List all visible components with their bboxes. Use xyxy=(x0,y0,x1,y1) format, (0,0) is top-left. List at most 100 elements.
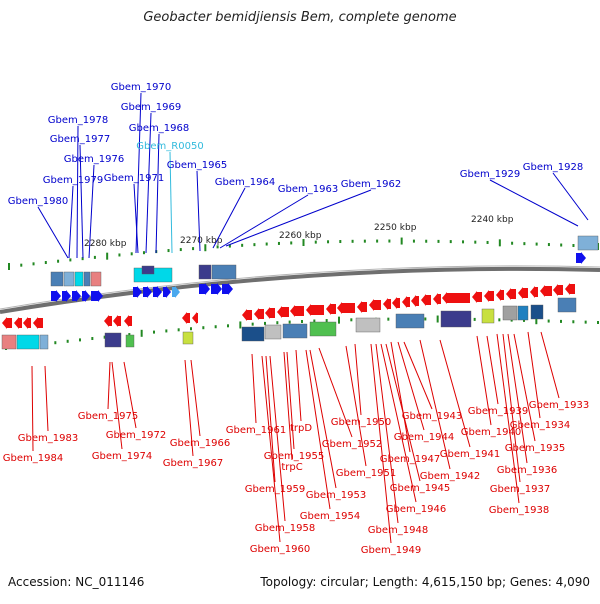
label-gbem-r0050: Gbem_R0050 xyxy=(136,141,203,152)
outer-tick xyxy=(474,240,477,244)
label-gbem-1966: Gbem_1966 xyxy=(170,438,230,449)
outer-tick xyxy=(400,237,403,245)
feature-block xyxy=(104,332,122,348)
outer-tick xyxy=(118,253,121,257)
inner-tick xyxy=(288,320,291,324)
feature-block xyxy=(309,321,337,337)
leader-gbem-1979 xyxy=(68,185,74,259)
feature-block xyxy=(16,334,40,350)
feature-block xyxy=(39,334,49,350)
label-gbem-1950: Gbem_1950 xyxy=(331,417,391,428)
leader-gbem-1947 xyxy=(390,341,411,453)
inner-tick xyxy=(153,330,155,334)
outer-tick xyxy=(486,240,489,244)
reverse-gene-arrow xyxy=(254,308,264,320)
forward-gene-arrow xyxy=(199,283,210,295)
forward-gene-arrow xyxy=(222,283,233,295)
outer-tick xyxy=(57,259,60,263)
label-gbem-1939: Gbem_1939 xyxy=(468,406,528,417)
reverse-gene-arrow xyxy=(306,304,324,316)
reverse-gene-arrow xyxy=(518,287,528,299)
label-gbem-1948: Gbem_1948 xyxy=(368,525,428,536)
reverse-gene-arrow xyxy=(411,295,419,307)
leader-gbem-1959 xyxy=(265,355,276,483)
feature-block xyxy=(241,326,265,342)
leader-gbem-1974 xyxy=(111,361,123,450)
outer-tick xyxy=(511,241,514,245)
inner-tick xyxy=(313,319,316,323)
feature-block xyxy=(125,334,135,348)
label-gbem-1954: Gbem_1954 xyxy=(300,511,360,522)
forward-gene-arrow xyxy=(153,286,162,298)
outer-tick xyxy=(192,247,195,251)
forward-gene-arrow xyxy=(133,286,142,298)
label-gbem-1952: Gbem_1952 xyxy=(322,439,382,450)
label-gbem-1983: Gbem_1983 xyxy=(18,433,78,444)
scale-label: 2270 kbp xyxy=(180,236,223,246)
forward-gene-arrow xyxy=(82,290,90,302)
feature-block xyxy=(182,331,194,345)
forward-gene-arrow xyxy=(143,286,152,298)
forward-gene-arrow xyxy=(576,252,586,264)
leader-gbem-1962 xyxy=(225,189,372,247)
reverse-gene-arrow xyxy=(33,317,43,329)
reverse-gene-arrow xyxy=(369,299,381,311)
leader-gbem-1953 xyxy=(309,349,337,489)
label-gbem-1951: Gbem_1951 xyxy=(336,468,396,479)
outer-tick xyxy=(20,263,23,267)
rna-gene-arrow xyxy=(172,286,180,298)
leader-gbem-1944 xyxy=(397,341,425,431)
reverse-gene-arrow xyxy=(383,298,391,310)
feature-block xyxy=(577,235,599,251)
outer-tick xyxy=(216,245,219,249)
scale-label: 2240 kbp xyxy=(471,215,514,225)
label-gbem-1946: Gbem_1946 xyxy=(386,504,446,515)
feature-block xyxy=(74,271,84,287)
outer-tick xyxy=(351,239,354,243)
outer-tick xyxy=(167,249,170,253)
reverse-gene-arrow xyxy=(565,283,575,295)
label-gbem-1964: Gbem_1964 xyxy=(215,177,275,188)
feature-block xyxy=(83,271,91,287)
feature-block xyxy=(530,304,544,320)
gene-labels: Gbem_1970 Gbem_1969 Gbem_1968 Gbem_R0050 Gbe… xyxy=(3,82,589,556)
gene-blocks xyxy=(1,235,599,350)
outer-tick xyxy=(412,239,415,243)
reverse-gene-arrow xyxy=(265,307,275,319)
scale-label: 2280 kbp xyxy=(84,239,127,249)
label-trpd: trpD xyxy=(290,423,312,434)
leader-gbem-1972 xyxy=(123,361,137,429)
leader-gbem-1965 xyxy=(196,170,201,252)
topology-value: circular xyxy=(320,575,365,589)
inner-tick xyxy=(350,318,353,322)
outer-tick xyxy=(498,239,501,247)
forward-gene-arrow xyxy=(163,286,171,298)
outer-tick xyxy=(277,241,280,245)
leader-gbem-1975 xyxy=(107,361,111,410)
inner-tick xyxy=(190,327,192,331)
leader-gbem-1977 xyxy=(79,144,84,259)
inner-tick xyxy=(560,319,562,323)
outer-tick xyxy=(69,258,72,262)
outer-tick xyxy=(449,240,452,244)
label-gbem-1937: Gbem_1937 xyxy=(490,484,550,495)
feature-block xyxy=(198,264,212,280)
outer-tick xyxy=(462,240,465,244)
inner-tick xyxy=(177,328,180,332)
outer-tick xyxy=(339,240,342,244)
leader-gbem-1934 xyxy=(527,331,541,419)
inner-tick xyxy=(128,333,131,337)
outer-tick xyxy=(106,252,109,260)
outer-tick xyxy=(302,239,305,246)
reverse-gene-arrow xyxy=(496,289,504,301)
inner-tick xyxy=(91,337,94,341)
feature-block xyxy=(141,265,155,275)
reverse-gene-arrow xyxy=(472,291,482,303)
feature-block xyxy=(264,324,282,340)
reverse-gene-arrow xyxy=(357,301,367,313)
label-gbem-1953: Gbem_1953 xyxy=(306,490,366,501)
accession-info: Accession: NC_011146 xyxy=(8,575,144,589)
reverse-gene-arrow xyxy=(484,290,494,302)
outer-tick xyxy=(253,243,256,247)
outer-tick xyxy=(241,243,244,247)
